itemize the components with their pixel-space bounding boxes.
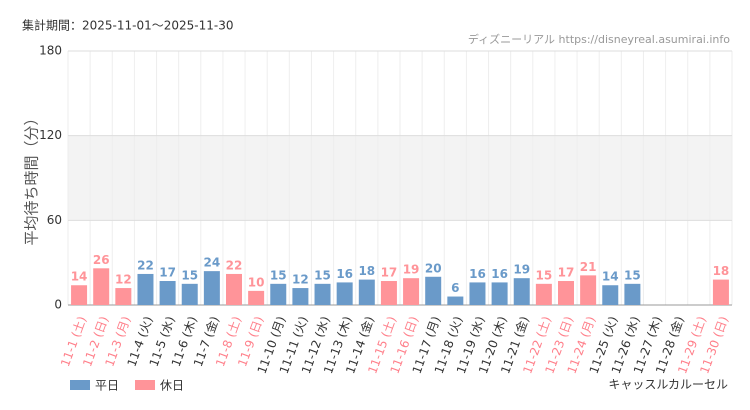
bar	[624, 283, 641, 305]
bar	[513, 278, 530, 305]
source: ディズニーリアル https://disneyreal.asumirai.inf…	[468, 32, 730, 46]
bar	[425, 276, 442, 305]
value-label: 15	[624, 268, 641, 282]
legend-label: 休日	[160, 379, 184, 393]
value-label: 6	[451, 281, 459, 295]
legend-swatch	[135, 380, 155, 390]
bar	[181, 283, 198, 305]
value-label: 21	[580, 260, 597, 274]
value-label: 16	[469, 267, 486, 281]
bar	[602, 285, 619, 305]
value-label: 26	[93, 253, 110, 267]
value-label: 15	[270, 268, 287, 282]
value-label: 15	[181, 268, 198, 282]
bar	[403, 278, 420, 305]
value-label: 16	[336, 267, 353, 281]
bar	[469, 282, 486, 305]
bar	[447, 296, 464, 305]
value-label: 19	[403, 263, 420, 277]
value-label: 20	[425, 261, 442, 275]
value-label: 16	[491, 267, 508, 281]
legend-label: 平日	[95, 379, 119, 393]
value-label: 17	[558, 266, 575, 280]
bar	[314, 283, 331, 305]
header: 集計期間：2025-11-01～2025-11-30	[22, 18, 233, 33]
value-label: 15	[536, 268, 553, 282]
value-label: 17	[381, 266, 398, 280]
bar	[580, 275, 597, 305]
y-tick-label: 120	[39, 128, 62, 142]
bar	[270, 283, 287, 305]
value-label: 12	[292, 273, 309, 287]
bar	[358, 279, 375, 305]
y-tick-label: 180	[39, 44, 62, 58]
bar	[292, 288, 309, 305]
bar	[712, 279, 729, 305]
value-label: 19	[513, 263, 530, 277]
value-label: 22	[226, 258, 243, 272]
bar	[71, 285, 88, 305]
bar	[558, 281, 574, 305]
bar	[93, 268, 110, 305]
bar	[336, 282, 353, 305]
value-label: 14	[602, 270, 619, 284]
value-label: 17	[159, 266, 176, 280]
value-label: 15	[314, 268, 331, 282]
bar	[535, 283, 552, 305]
bar	[159, 281, 176, 305]
y-tick-label: 60	[47, 213, 62, 227]
value-label: 10	[248, 275, 265, 289]
value-label: 14	[71, 270, 88, 284]
bar	[115, 288, 132, 305]
bar	[491, 282, 508, 305]
y-axis-title: 平均待ち時間（分）	[23, 110, 41, 245]
value-label: 18	[358, 264, 375, 278]
value-label: 18	[713, 264, 730, 278]
bar	[226, 273, 242, 305]
value-label: 12	[115, 273, 132, 287]
bar	[248, 290, 265, 305]
y-tick-label: 0	[54, 298, 62, 312]
value-label: 24	[204, 256, 221, 270]
attraction-name: キャッスルカルーセル	[608, 378, 728, 392]
legend-swatch	[70, 380, 90, 390]
bar	[203, 271, 220, 305]
bar	[137, 273, 154, 305]
bar	[380, 281, 397, 305]
value-label: 22	[137, 258, 154, 272]
